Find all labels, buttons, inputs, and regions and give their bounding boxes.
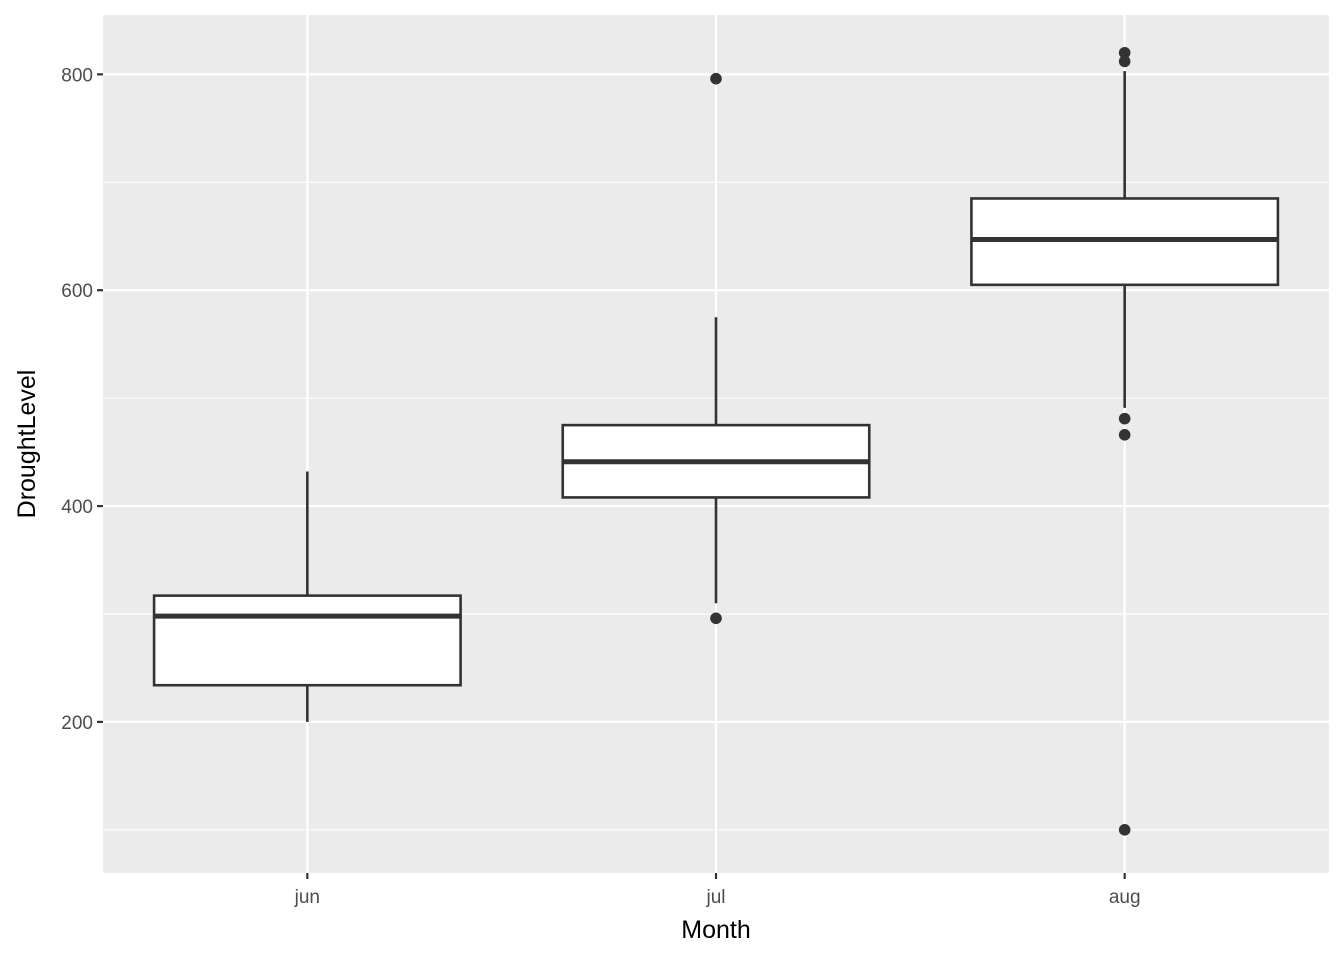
y-tick-label: 800 bbox=[61, 65, 93, 86]
outlier-point bbox=[1118, 46, 1131, 59]
box-jun bbox=[152, 471, 462, 722]
box-jul bbox=[561, 72, 871, 625]
x-tick-label: aug bbox=[1109, 887, 1141, 908]
outlier-point bbox=[1118, 412, 1131, 425]
outlier-point bbox=[710, 612, 722, 625]
outlier-point bbox=[710, 72, 722, 85]
box-aug bbox=[970, 46, 1280, 836]
y-tick-label: 400 bbox=[61, 497, 93, 518]
outlier-point bbox=[1118, 55, 1131, 68]
y-axis-title: DroughtLevel bbox=[13, 370, 41, 519]
axis-ticks bbox=[97, 73, 1126, 879]
tick-labels: 200 400 600 800 jun jul aug bbox=[61, 65, 1140, 908]
x-tick-label: jun bbox=[294, 887, 320, 908]
box-iqr bbox=[152, 594, 462, 687]
y-tick-label: 600 bbox=[61, 281, 93, 302]
x-tick-label: jul bbox=[705, 887, 725, 908]
boxes bbox=[152, 46, 1280, 836]
outlier-point bbox=[1118, 429, 1131, 441]
outlier-point bbox=[1118, 824, 1131, 836]
y-tick-label: 200 bbox=[61, 713, 93, 734]
x-axis-title: Month bbox=[681, 916, 750, 944]
